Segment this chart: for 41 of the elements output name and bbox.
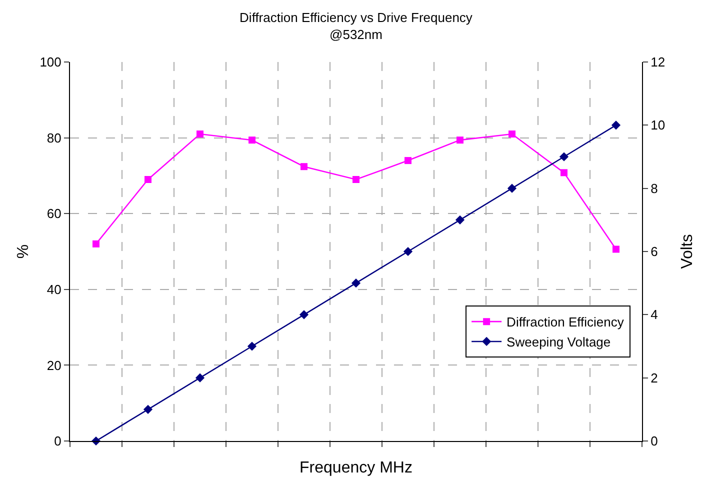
legend-label: Diffraction Efficiency [506,314,624,330]
point [143,404,153,414]
point [351,278,361,288]
point [560,169,568,176]
y2-tick-label: 12 [650,54,666,70]
point [403,246,413,256]
y2-tick-label: 4 [650,307,658,322]
point [144,176,152,183]
point [195,373,205,382]
y2-tick-label: 10 [650,118,666,133]
y-tick-label: 20 [46,358,62,373]
x-axis-title: Frequency MHz [300,459,412,476]
point [612,246,620,253]
point [559,152,569,162]
point [352,176,360,183]
point [300,163,308,170]
point [455,215,465,224]
y2-tick-label: 6 [650,244,658,260]
y2-axis-title: Volts [679,234,696,269]
point [247,342,257,351]
y2-tick-label: 0 [650,434,658,449]
legend-label: Sweeping Voltage [506,334,611,350]
point [611,120,621,130]
chart-title: Diffraction Efficiency vs Drive Frequency [240,10,473,25]
point [299,310,309,320]
y2-tick-label: 8 [650,180,658,196]
y-tick-label: 60 [46,206,62,222]
y-axis-title: % [15,244,32,259]
y2-tick-label: 2 [650,370,658,386]
y-tick-label: 100 [40,54,62,70]
point [508,130,516,138]
point [196,130,204,138]
y-tick-label: 40 [46,282,62,297]
y-tick-label: 80 [46,130,62,146]
y-tick-label: 0 [54,434,62,449]
point [404,157,412,164]
point [456,136,464,144]
chart-subtitle: @532nm [330,26,382,42]
point [507,184,517,193]
point [248,136,256,144]
point [92,240,100,248]
